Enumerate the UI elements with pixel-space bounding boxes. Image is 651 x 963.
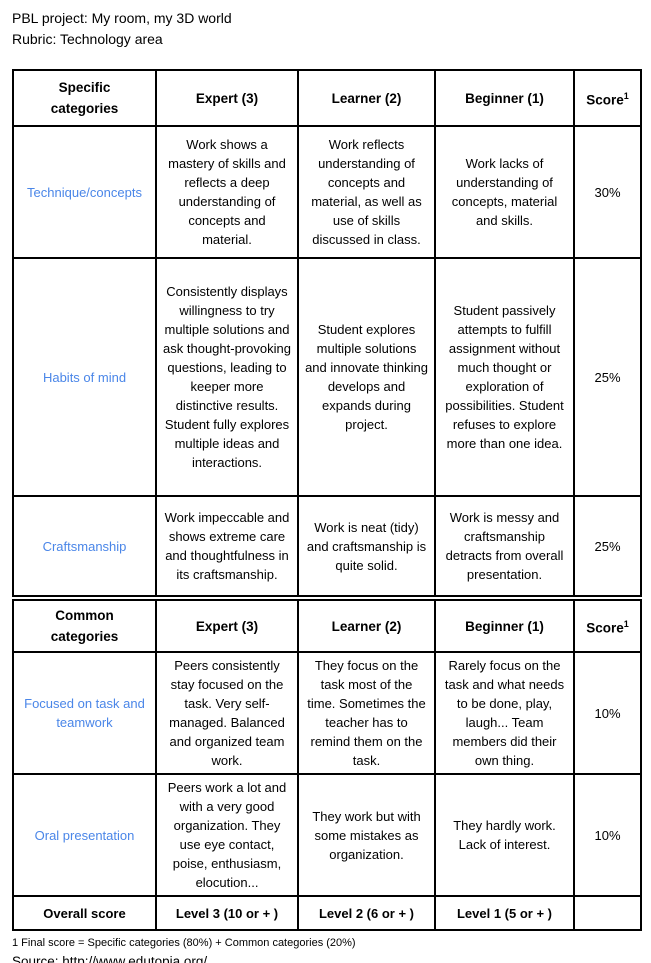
source-line: Source: http://www.edutopia.org/ — [12, 954, 208, 963]
category-technique-concepts[interactable]: Technique/concepts — [12, 125, 157, 259]
cell-focused-expert: Peers consistently stay focused on the t… — [155, 651, 299, 775]
footnote: 1 Final score = Specific categories (80%… — [12, 937, 356, 949]
table-row-overall: Overall score Level 3 (10 or + ) Level 2… — [12, 895, 642, 931]
overall-score-value — [573, 895, 642, 931]
table-row-habits: Habits of mind Consistently displays wil… — [12, 257, 642, 497]
specific-header-row: Specific categories Expert (3) Learner (… — [12, 69, 642, 127]
cell-technique-expert: Work shows a mastery of skills and refle… — [155, 125, 299, 259]
header-common-categories: Common categories — [12, 595, 157, 653]
cell-habits-beginner: Student passively attempts to fulfill as… — [434, 257, 575, 497]
cell-craftsmanship-learner: Work is neat (tidy) and craftsmanship is… — [297, 495, 436, 599]
cell-focused-beginner: Rarely focus on the task and what needs … — [434, 651, 575, 775]
cell-oral-learner: They work but with some mistakes as orga… — [297, 773, 436, 897]
cell-habits-learner: Student explores multiple solutions and … — [297, 257, 436, 497]
score-habits: 25% — [573, 257, 642, 497]
category-habits-of-mind[interactable]: Habits of mind — [12, 257, 157, 497]
common-header-row: Common categories Expert (3) Learner (2)… — [12, 595, 642, 653]
table-row-technique: Technique/concepts Work shows a mastery … — [12, 125, 642, 259]
cell-oral-beginner: They hardly work. Lack of interest. — [434, 773, 575, 897]
doc-title-line2: Rubric: Technology area — [12, 31, 163, 47]
cell-craftsmanship-beginner: Work is messy and craftsmanship detracts… — [434, 495, 575, 599]
category-oral-presentation[interactable]: Oral presentation — [12, 773, 157, 897]
score-technique: 30% — [573, 125, 642, 259]
header-specific-categories: Specific categories — [12, 69, 157, 127]
cell-oral-expert: Peers work a lot and with a very good or… — [155, 773, 299, 897]
table-row-focused: Focused on task and teamwork Peers consi… — [12, 651, 642, 775]
category-focused-on-task[interactable]: Focused on task and teamwork — [12, 651, 157, 775]
cell-craftsmanship-expert: Work impeccable and shows extreme care a… — [155, 495, 299, 599]
table-row-oral: Oral presentation Peers work a lot and w… — [12, 773, 642, 897]
score-craftsmanship: 25% — [573, 495, 642, 599]
header-score: Score1 — [573, 69, 642, 127]
header-common-beginner: Beginner (1) — [434, 595, 575, 653]
score-oral: 10% — [573, 773, 642, 897]
cell-habits-expert: Consistently displays willingness to try… — [155, 257, 299, 497]
cell-focused-learner: They focus on the task most of the time.… — [297, 651, 436, 775]
header-common-score: Score1 — [573, 595, 642, 653]
rubric-table: Specific categories Expert (3) Learner (… — [12, 69, 642, 931]
doc-title-line1: PBL project: My room, my 3D world — [12, 10, 232, 26]
header-learner: Learner (2) — [297, 69, 436, 127]
score-footnote-marker: 1 — [623, 618, 629, 629]
header-expert: Expert (3) — [155, 69, 299, 127]
cell-technique-beginner: Work lacks of understanding of concepts,… — [434, 125, 575, 259]
header-common-expert: Expert (3) — [155, 595, 299, 653]
overall-level-1: Level 1 (5 or + ) — [434, 895, 575, 931]
score-footnote-marker: 1 — [623, 90, 629, 101]
category-craftsmanship[interactable]: Craftsmanship — [12, 495, 157, 599]
overall-score-label: Overall score — [12, 895, 157, 931]
cell-technique-learner: Work reflects understanding of concepts … — [297, 125, 436, 259]
header-beginner: Beginner (1) — [434, 69, 575, 127]
overall-level-3: Level 3 (10 or + ) — [155, 895, 299, 931]
table-row-craftsmanship: Craftsmanship Work impeccable and shows … — [12, 495, 642, 599]
score-focused: 10% — [573, 651, 642, 775]
overall-level-2: Level 2 (6 or + ) — [297, 895, 436, 931]
header-common-learner: Learner (2) — [297, 595, 436, 653]
